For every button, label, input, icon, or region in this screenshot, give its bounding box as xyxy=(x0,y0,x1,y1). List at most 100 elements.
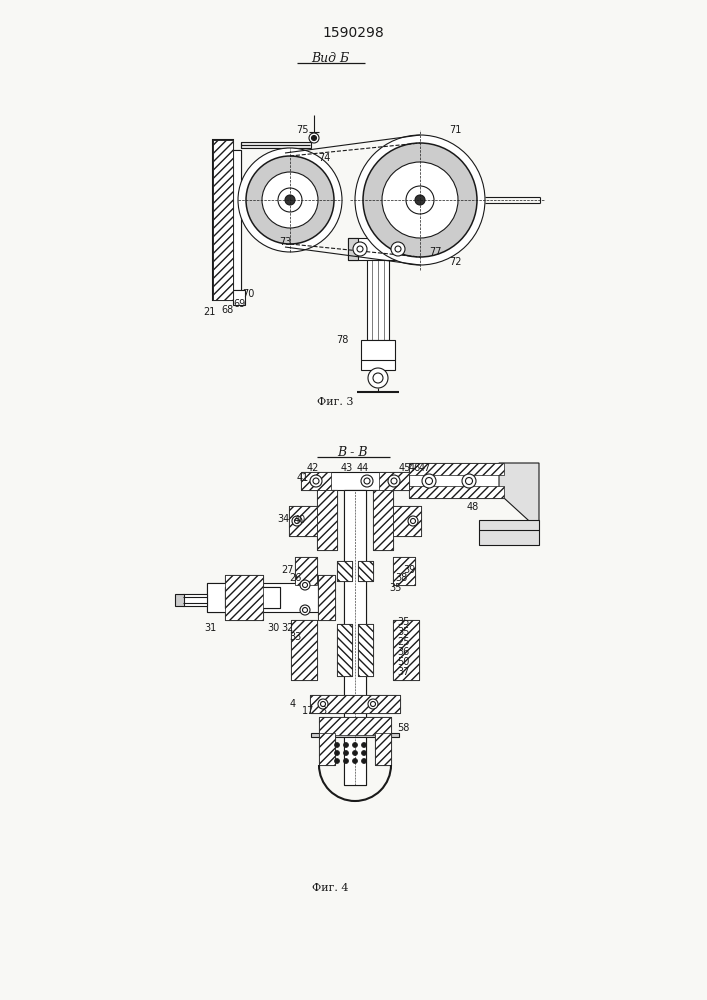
Bar xyxy=(367,260,389,340)
Text: 43: 43 xyxy=(341,463,353,473)
Bar xyxy=(295,557,317,585)
Text: 75: 75 xyxy=(296,125,308,135)
Text: 69: 69 xyxy=(234,299,246,309)
Text: 4: 4 xyxy=(290,699,296,709)
Circle shape xyxy=(313,478,319,484)
Circle shape xyxy=(361,750,366,756)
Text: 47: 47 xyxy=(419,463,431,473)
Bar xyxy=(319,717,391,735)
Bar xyxy=(207,583,227,612)
Circle shape xyxy=(344,758,349,764)
Bar xyxy=(373,490,393,550)
Circle shape xyxy=(422,474,436,488)
Bar xyxy=(337,561,352,581)
Circle shape xyxy=(373,373,383,383)
Circle shape xyxy=(278,188,302,212)
Bar xyxy=(318,575,335,620)
Bar xyxy=(233,150,241,290)
Circle shape xyxy=(310,475,322,487)
Bar xyxy=(361,340,395,370)
Bar xyxy=(241,142,311,148)
Bar xyxy=(393,620,419,680)
Circle shape xyxy=(363,143,477,257)
Bar xyxy=(317,490,337,550)
Circle shape xyxy=(357,246,363,252)
Bar xyxy=(311,733,399,737)
Bar xyxy=(344,490,366,785)
Circle shape xyxy=(406,186,434,214)
Circle shape xyxy=(238,148,342,252)
Text: 46: 46 xyxy=(409,463,421,473)
Circle shape xyxy=(320,702,325,706)
Circle shape xyxy=(408,516,418,526)
Circle shape xyxy=(334,750,339,756)
Circle shape xyxy=(395,246,401,252)
Bar xyxy=(358,624,373,676)
Circle shape xyxy=(465,478,472,485)
Bar xyxy=(310,695,400,713)
Circle shape xyxy=(415,195,425,205)
Text: 68: 68 xyxy=(222,305,234,315)
Circle shape xyxy=(262,172,318,228)
Bar xyxy=(213,140,233,300)
Text: 37: 37 xyxy=(397,667,409,677)
Bar xyxy=(409,463,504,475)
Bar xyxy=(393,557,415,585)
Circle shape xyxy=(391,478,397,484)
Text: 78: 78 xyxy=(336,335,348,345)
Bar xyxy=(393,620,419,680)
Circle shape xyxy=(312,135,317,140)
Circle shape xyxy=(368,699,378,709)
Circle shape xyxy=(295,518,300,524)
Text: 72: 72 xyxy=(449,257,461,267)
Text: 42: 42 xyxy=(307,463,319,473)
Text: 33: 33 xyxy=(289,632,301,642)
Bar xyxy=(409,486,504,498)
Bar xyxy=(375,733,391,765)
Text: 48: 48 xyxy=(467,502,479,512)
Text: 1590298: 1590298 xyxy=(322,26,384,40)
Circle shape xyxy=(303,607,308,612)
Bar xyxy=(291,620,317,680)
Circle shape xyxy=(426,478,433,485)
Bar xyxy=(348,238,426,260)
Text: 31: 31 xyxy=(204,623,216,633)
Bar xyxy=(393,557,415,585)
Bar xyxy=(289,506,317,536)
Text: 32: 32 xyxy=(281,623,293,633)
Bar xyxy=(409,463,504,498)
Text: 27: 27 xyxy=(281,565,293,575)
Bar xyxy=(344,490,355,785)
Circle shape xyxy=(353,742,358,748)
Text: 25: 25 xyxy=(397,637,409,647)
Text: 74: 74 xyxy=(318,153,330,163)
Text: В - В: В - В xyxy=(337,446,367,458)
Circle shape xyxy=(368,368,388,388)
Bar xyxy=(310,695,400,713)
Circle shape xyxy=(318,699,328,709)
Bar xyxy=(225,587,280,608)
Circle shape xyxy=(462,474,476,488)
Circle shape xyxy=(361,475,373,487)
Circle shape xyxy=(353,242,367,256)
Bar xyxy=(225,575,263,620)
Bar xyxy=(358,624,373,676)
Text: 36: 36 xyxy=(397,647,409,657)
Bar xyxy=(358,561,373,581)
Text: Фиг. 3: Фиг. 3 xyxy=(317,397,354,407)
Bar xyxy=(207,583,227,612)
Polygon shape xyxy=(499,463,539,530)
Bar xyxy=(479,520,539,545)
Bar xyxy=(337,561,352,581)
Circle shape xyxy=(364,478,370,484)
Bar xyxy=(319,717,391,735)
Bar xyxy=(337,624,352,676)
Circle shape xyxy=(285,195,295,205)
Bar xyxy=(319,733,335,765)
Circle shape xyxy=(361,742,366,748)
Circle shape xyxy=(292,516,302,526)
Bar xyxy=(301,472,409,490)
Text: 34: 34 xyxy=(277,514,289,524)
Circle shape xyxy=(391,242,405,256)
Bar xyxy=(225,587,280,608)
